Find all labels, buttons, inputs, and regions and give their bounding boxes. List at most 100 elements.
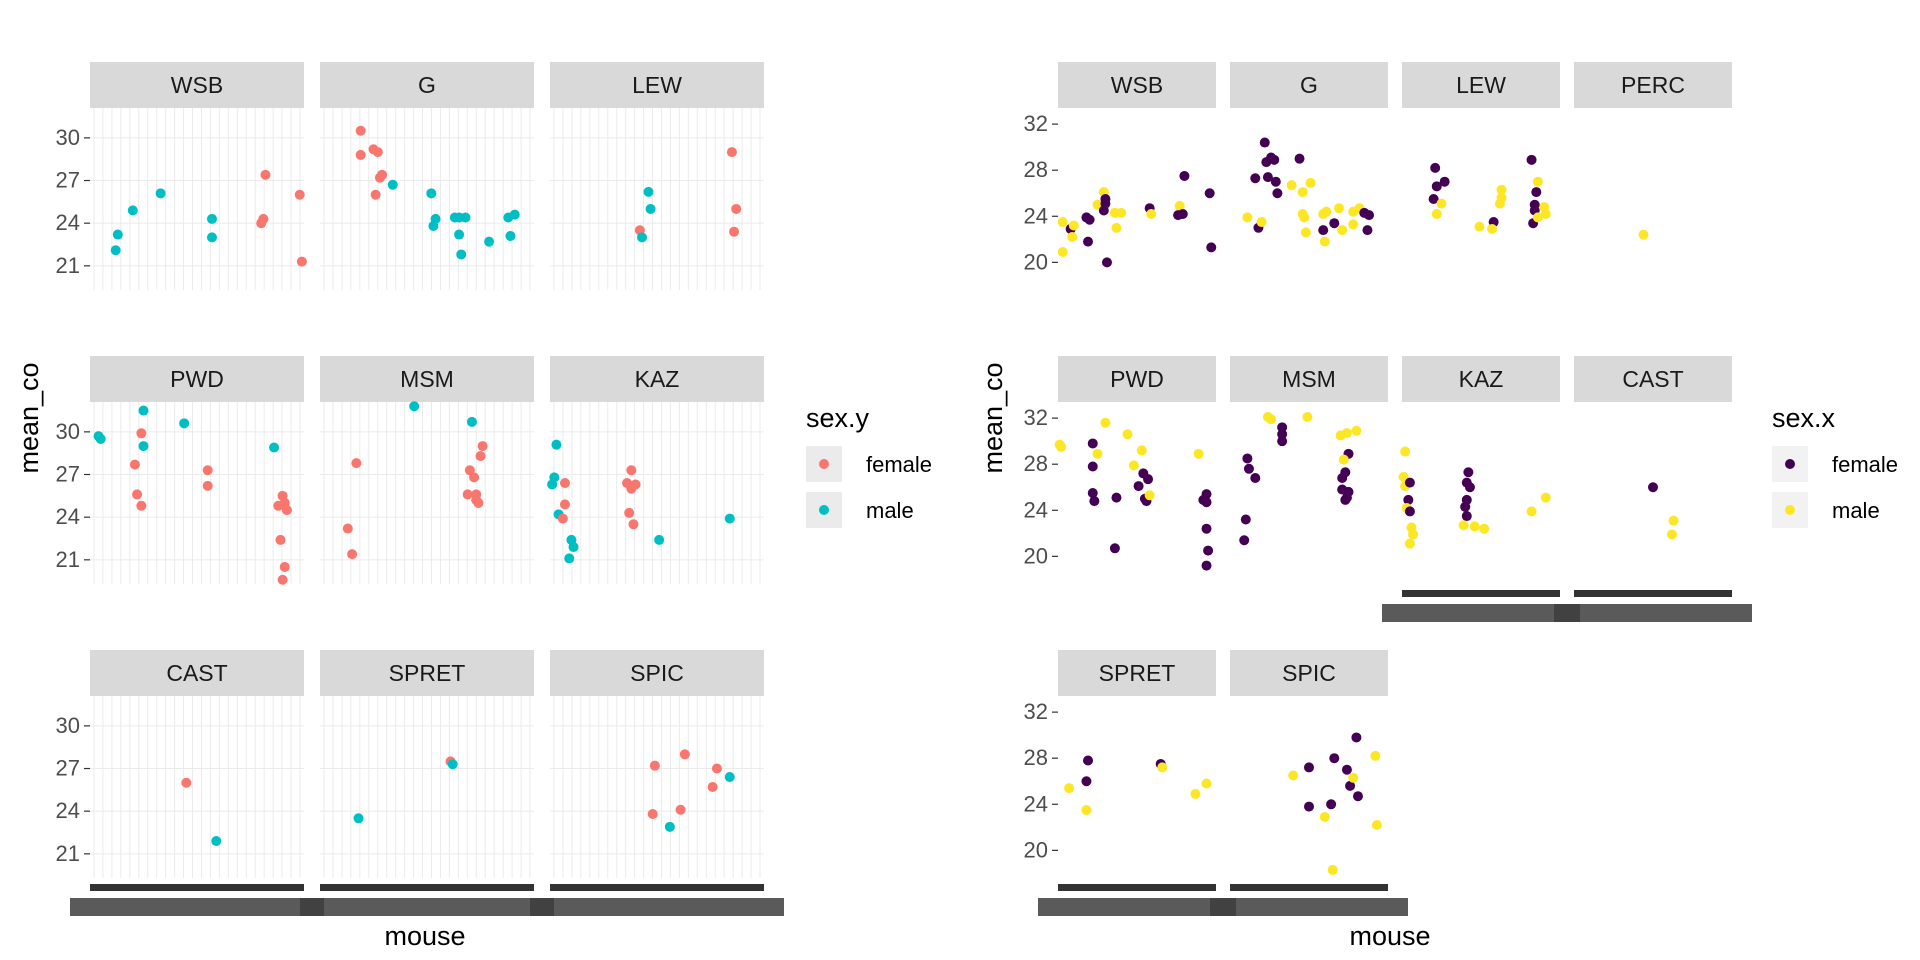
data-point-female	[355, 125, 366, 136]
data-point-male	[547, 479, 558, 490]
data-point-male	[1348, 772, 1359, 783]
overplotted-x-ticks	[550, 884, 764, 891]
panel-background	[1058, 108, 1216, 290]
y-tick-label: 27	[56, 462, 80, 487]
data-point-male	[206, 213, 217, 224]
data-point-female	[1431, 181, 1442, 192]
data-point-female	[624, 507, 635, 518]
data-point-male	[1341, 428, 1352, 439]
overplotted-x-tick-labels	[1038, 898, 1236, 916]
data-point-male	[1370, 750, 1381, 761]
y-tick-label: 27	[56, 168, 80, 193]
facet-strip-label: WSB	[1111, 72, 1163, 98]
data-point-male	[1327, 864, 1338, 875]
data-point-male	[1305, 177, 1316, 188]
right-legend: sex.x female male	[1772, 403, 1898, 528]
facet-strip-label: CAST	[166, 660, 227, 686]
data-point-female	[1087, 438, 1098, 449]
facet-panel-spic: SPIC	[1230, 650, 1388, 878]
data-point-female	[1329, 753, 1340, 764]
data-point-female	[1352, 791, 1363, 802]
data-point-female	[647, 809, 658, 820]
data-point-male	[1144, 490, 1155, 501]
y-tick-label: 20	[1024, 837, 1048, 862]
data-point-male	[1122, 429, 1133, 440]
facet-strip-label: KAZ	[635, 366, 680, 392]
panel-background	[550, 108, 764, 290]
y-tick-label: 24	[56, 210, 80, 235]
data-point-female	[1463, 467, 1474, 478]
facet-strip-label: SPRET	[1099, 660, 1176, 686]
data-point-female	[1250, 173, 1261, 184]
data-point-male	[1256, 217, 1267, 228]
data-point-female	[1648, 482, 1658, 493]
data-point-female	[1081, 776, 1092, 787]
data-point-male	[1242, 212, 1253, 223]
y-axis-row-0: 21 24 27 30	[56, 125, 90, 278]
data-point-female	[1240, 514, 1251, 525]
y-tick-label: 24	[1024, 203, 1048, 228]
data-point-female	[1345, 780, 1356, 791]
facet-panel-wsb: WSB	[1057, 62, 1217, 290]
facet-panel-cast: CAST	[90, 650, 304, 878]
data-point-male	[1479, 523, 1490, 534]
facet-strip-label: KAZ	[1459, 366, 1504, 392]
panel-background	[320, 696, 534, 878]
data-point-female	[630, 479, 641, 490]
data-point-female	[1084, 214, 1095, 225]
facet-strip-label: SPIC	[1282, 660, 1336, 686]
facet-strip-label: MSM	[400, 366, 454, 392]
data-point-female	[1304, 801, 1314, 812]
data-point-male	[1056, 441, 1067, 452]
y-tick-label: 24	[56, 798, 80, 823]
facet-strip-label: G	[1300, 72, 1318, 98]
overplotted-x-ticks	[90, 884, 304, 891]
data-point-female	[258, 213, 269, 224]
data-point-female	[1111, 492, 1122, 503]
data-point-male	[1297, 187, 1308, 198]
data-point-female	[202, 465, 213, 476]
data-point-female	[370, 189, 381, 200]
left-legend: sex.y female male	[806, 403, 932, 528]
data-point-male	[1404, 538, 1415, 549]
data-point-female	[372, 147, 383, 158]
data-point-male	[460, 212, 471, 223]
data-point-female	[1403, 494, 1414, 505]
data-point-male	[1408, 529, 1419, 540]
facet-strip	[320, 650, 534, 696]
panel-background	[90, 108, 304, 290]
data-point-female	[626, 465, 637, 476]
data-point-female	[1201, 523, 1212, 534]
data-point-female	[1428, 194, 1439, 204]
facet-panel-pwd: PWD	[90, 356, 304, 585]
facet-strip	[1058, 62, 1216, 108]
data-point-female	[1206, 242, 1217, 253]
data-point-male	[1371, 820, 1382, 831]
data-point-female	[260, 169, 271, 180]
data-point-female	[279, 561, 290, 572]
facet-strip	[1574, 62, 1732, 108]
y-tick-label: 24	[1024, 497, 1048, 522]
y-tick-label: 20	[1024, 249, 1048, 274]
data-point-male	[426, 188, 437, 199]
data-point-male	[1321, 206, 1332, 217]
data-point-male	[1334, 203, 1345, 214]
data-point-female	[281, 505, 292, 516]
y-tick-label: 30	[56, 419, 80, 444]
facet-strip-label: LEW	[1456, 72, 1506, 98]
facet-strip-label: CAST	[1622, 366, 1683, 392]
data-point-male	[1351, 425, 1362, 436]
data-point-male	[110, 245, 121, 256]
facet-strip	[1230, 356, 1388, 402]
overplotted-x-ticks	[320, 884, 534, 891]
y-axis-row-0: 20 24 28 32	[1024, 111, 1058, 274]
facet-strip	[320, 62, 534, 108]
panel-background	[1230, 696, 1388, 878]
data-point-male	[179, 418, 190, 429]
panel-background	[550, 696, 764, 878]
facet-strip	[1058, 356, 1216, 402]
data-point-female	[1259, 137, 1270, 148]
facet-panel-lew: LEW	[1402, 62, 1560, 290]
data-point-female	[1203, 545, 1214, 556]
